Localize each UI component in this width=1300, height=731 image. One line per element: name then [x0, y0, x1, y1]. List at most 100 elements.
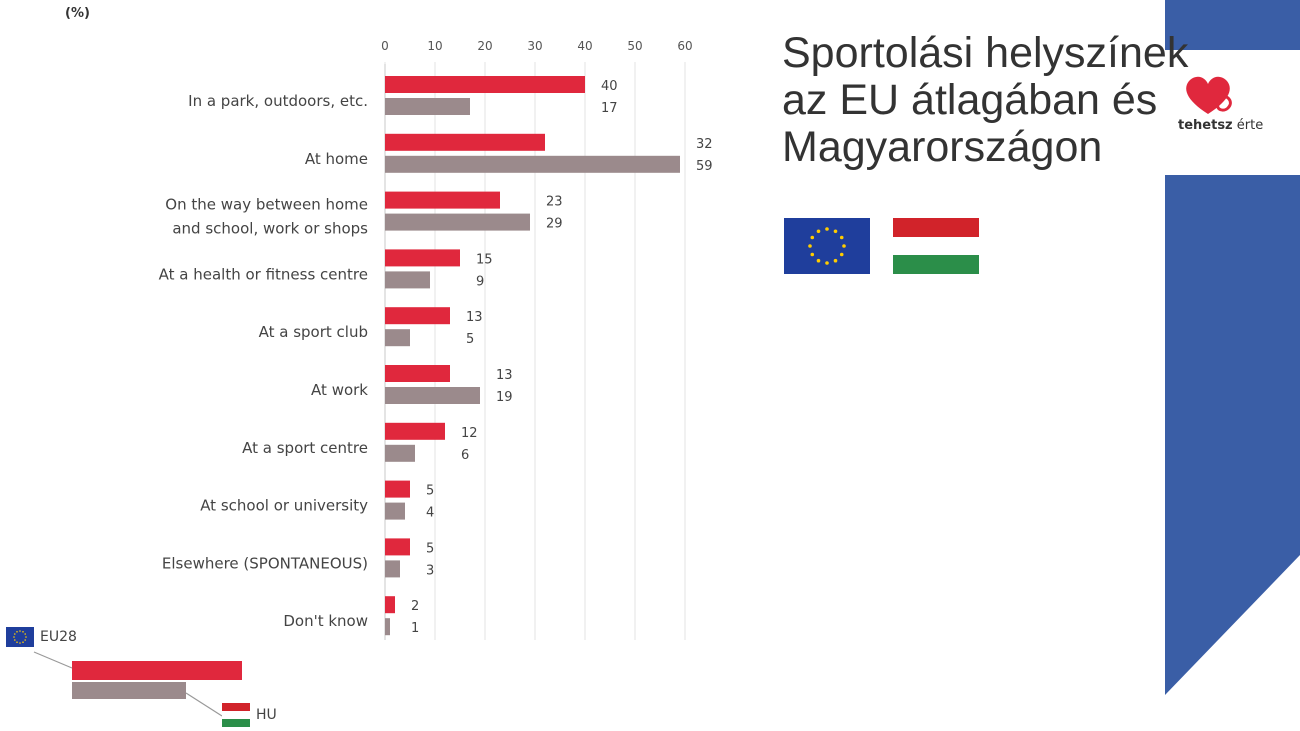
x-tick-label: 10	[427, 39, 442, 53]
value-label-eu28: 32	[696, 137, 713, 152]
value-label-hu: 1	[411, 621, 419, 636]
eu-star	[25, 636, 27, 638]
eu-star	[24, 633, 26, 635]
value-label-hu: 17	[601, 101, 618, 116]
legend-hu-connector	[185, 692, 223, 717]
category-label: and school, work or shops	[172, 220, 368, 238]
value-label-eu28: 12	[461, 426, 478, 441]
value-label-hu: 9	[476, 274, 484, 289]
category-label: On the way between home	[165, 196, 368, 214]
eu-star	[16, 631, 18, 633]
bar-eu28	[385, 307, 450, 325]
category-label: At a sport centre	[242, 439, 368, 457]
eu-star	[14, 633, 16, 635]
value-label-eu28: 2	[411, 599, 419, 614]
value-label-eu28: 5	[426, 541, 434, 556]
logo-text: tehetsz érte	[1178, 118, 1263, 133]
value-label-hu: 5	[466, 332, 474, 347]
eu-star	[839, 252, 844, 257]
bar-hu	[385, 98, 470, 115]
legend-eu-label: EU28	[40, 629, 77, 645]
eu-flag-icon	[784, 218, 870, 274]
legend-hu-bar	[72, 682, 186, 699]
logo-text-rest: érte	[1232, 118, 1264, 133]
value-label-hu: 59	[696, 159, 713, 174]
x-tick-label: 30	[527, 39, 542, 53]
eu-star	[810, 252, 815, 257]
eu-star	[22, 631, 24, 633]
logo: tehetsz érte	[1178, 70, 1298, 140]
eu-star	[842, 244, 846, 248]
bar-eu28	[385, 538, 410, 556]
x-tick-label: 20	[477, 39, 492, 53]
logo-text-bold: tehetsz	[1178, 118, 1233, 133]
category-label: At home	[305, 150, 368, 168]
value-label-eu28: 40	[601, 79, 618, 94]
eu-star	[22, 641, 24, 643]
x-tick-label: 40	[577, 39, 592, 53]
eu-star	[810, 235, 815, 240]
bar-eu28	[385, 480, 410, 498]
value-label-eu28: 13	[466, 310, 483, 325]
eu-star	[816, 229, 821, 234]
value-label-hu: 29	[546, 217, 563, 232]
eu-star	[816, 258, 821, 263]
legend-hu-flag-icon	[222, 703, 250, 727]
x-tick-label: 60	[677, 39, 692, 53]
eu-star	[825, 227, 829, 231]
bar-hu	[385, 271, 430, 289]
bar-eu28	[385, 422, 445, 440]
category-label: Don't know	[283, 612, 368, 630]
category-label: At a health or fitness centre	[159, 265, 368, 283]
value-label-hu: 6	[461, 448, 469, 463]
eu-star	[19, 642, 21, 644]
bar-hu	[385, 560, 400, 578]
slide-title-line-3: Magyarországon	[782, 123, 1103, 171]
slide-title: Sportolási helyszínek az EU átlagában és…	[782, 30, 1252, 171]
category-label: At work	[311, 381, 368, 399]
accent-band-shape	[1165, 175, 1300, 695]
slide-title-line-1: Sportolási helyszínek	[782, 29, 1189, 77]
hungary-flag-icon	[893, 218, 979, 274]
eu-star	[839, 235, 844, 240]
legend-hu-label: HU	[256, 707, 277, 723]
eu-star	[13, 636, 15, 638]
chart: 0 10 20 30 40 50 60 In a park, outdoors, etc. 40…	[33, 39, 713, 717]
category-label: In a park, outdoors, etc.	[188, 92, 368, 110]
legend-eu-connector	[33, 651, 73, 669]
bar-eu28	[385, 76, 585, 93]
category-label: At school or university	[200, 497, 368, 515]
eu-star	[14, 639, 16, 641]
bar-hu	[385, 213, 530, 231]
value-label-hu: 19	[496, 390, 513, 405]
eu-star	[16, 641, 18, 643]
bar-eu28	[385, 249, 460, 267]
value-label-hu: 4	[426, 506, 434, 521]
eu-star	[24, 639, 26, 641]
category-label: Elsewhere (SPONTANEOUS)	[162, 554, 368, 572]
eu-star	[19, 630, 21, 632]
accent-band-top	[1165, 0, 1300, 50]
bar-hu	[385, 618, 390, 636]
eu-star	[825, 261, 829, 265]
bar-eu28	[385, 596, 395, 614]
legend-eu-bar	[72, 661, 242, 680]
eu-star	[833, 258, 838, 263]
bar-hu	[385, 502, 405, 520]
heart-icon	[1186, 76, 1232, 114]
eu-star	[808, 244, 812, 248]
legend-eu-flag-icon	[6, 627, 34, 647]
bar-hu	[385, 329, 410, 347]
eu-star	[833, 229, 838, 234]
bar-eu28	[385, 191, 500, 209]
bar-hu	[385, 444, 415, 462]
category-label: At a sport club	[259, 323, 368, 341]
x-tick-label: 0	[381, 39, 389, 53]
unit-label: (%)	[65, 6, 90, 21]
value-label-eu28: 23	[546, 195, 563, 210]
bar-hu	[385, 387, 480, 404]
bar-eu28	[385, 365, 450, 382]
bar-eu28	[385, 133, 545, 151]
value-label-eu28: 15	[476, 252, 493, 267]
slide-title-line-2: az EU átlagában és	[782, 76, 1158, 124]
